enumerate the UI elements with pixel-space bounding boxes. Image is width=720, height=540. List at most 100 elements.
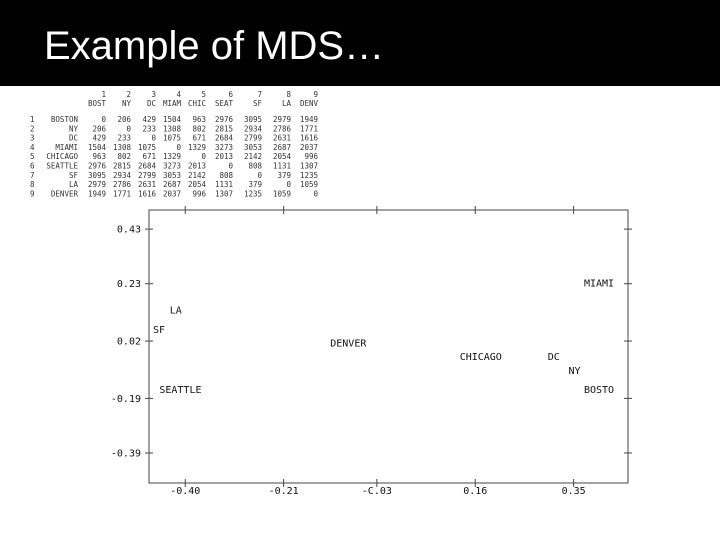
table-header-number: 3 [151, 90, 156, 99]
table-cell: 2013 [215, 152, 233, 161]
table-cell: 0 [201, 152, 206, 161]
table-cell: 1075 [138, 143, 156, 152]
table-header-code: SF [253, 99, 263, 108]
x-tick-label: 0.35 [562, 486, 586, 497]
y-tick-label: 0.23 [117, 279, 141, 290]
table-cell: 2687 [163, 180, 181, 189]
table-cell: 3053 [244, 143, 262, 152]
table-cell: 2631 [273, 134, 291, 143]
table-cell: 996 [192, 189, 206, 198]
y-tick-label: 0.43 [117, 225, 141, 236]
table-cell: 1307 [300, 162, 318, 171]
table-cell: 2815 [113, 162, 131, 171]
table-cell: 2934 [113, 171, 132, 180]
table-cell: 2976 [88, 162, 107, 171]
table-cell: 1059 [300, 180, 318, 189]
table-cell: 1235 [300, 171, 318, 180]
table-cell: 1771 [300, 124, 318, 133]
table-cell: 3095 [244, 115, 262, 124]
ticks-layer: 0.43 0.23 0.02 -0.19 -0.39 -0.40 -0.21 -C.03 0.1… [111, 206, 632, 497]
table-cell: 963 [192, 115, 206, 124]
table-cell: 233 [117, 134, 131, 143]
table-cell: 1949 [88, 189, 106, 198]
slide-title: Example of MDS… [44, 24, 385, 68]
table-cell: 1504 [88, 143, 107, 152]
table-row-number: 9 [30, 189, 35, 198]
table-cell: 1949 [300, 115, 318, 124]
table-cell: 1131 [215, 180, 233, 189]
point-label: CHICAGO [460, 352, 502, 363]
table-row-city: NY [69, 124, 79, 133]
table-cell: 1059 [273, 189, 291, 198]
table-row-number: 1 [30, 115, 35, 124]
x-tick-label: -0.40 [170, 486, 200, 497]
table-cell: 2037 [300, 143, 318, 152]
table-row-city: MIAMI [55, 143, 78, 152]
y-tick-label: 0.02 [117, 337, 141, 348]
table-cell: 808 [219, 171, 233, 180]
table-header-number: 2 [126, 90, 131, 99]
table-cell: 2684 [138, 162, 157, 171]
table-cell: 2799 [138, 171, 156, 180]
table-cell: 1504 [163, 115, 182, 124]
table-row-number: 2 [30, 124, 35, 133]
table-cell: 808 [248, 162, 262, 171]
table-cell: 233 [142, 124, 156, 133]
plot-frame [148, 209, 629, 484]
table-cell: 1235 [244, 189, 262, 198]
table-row-city: CHICAGO [46, 152, 78, 161]
x-tick-label: -0.21 [269, 486, 299, 497]
table-cell: 963 [92, 152, 106, 161]
table-cell: 429 [92, 134, 106, 143]
table-cell: 2815 [215, 124, 233, 133]
table-row-city: DENVER [51, 189, 79, 198]
table-header-number: 1 [101, 90, 106, 99]
x-tick-label: -C.03 [362, 486, 392, 497]
table-cell: 2786 [113, 180, 132, 189]
point-label: SF [153, 325, 165, 336]
table-row-number: 6 [30, 162, 35, 171]
y-tick-label: -0.19 [111, 394, 141, 405]
table-cell: 2934 [244, 124, 263, 133]
table-header-code: CHIC [188, 99, 206, 108]
points-layer: MIAMI LA SF DENVER CHICAGO DC NY BOSTO SEATTLE [153, 278, 614, 395]
table-cell: 1329 [188, 143, 206, 152]
table-cell: 0 [228, 162, 233, 171]
table-cell: 802 [192, 124, 206, 133]
table-row-city: SEATTLE [46, 162, 78, 171]
table-cell: 1616 [138, 189, 157, 198]
table-cell: 206 [117, 115, 131, 124]
table-cell: 1131 [273, 162, 291, 171]
table-cell: 1307 [215, 189, 233, 198]
table-cell: 671 [142, 152, 156, 161]
table-cell: 0 [101, 115, 106, 124]
table-cell: 0 [151, 134, 156, 143]
point-label: NY [568, 366, 580, 377]
table-cell: 2684 [215, 134, 234, 143]
point-label: SEATTLE [159, 385, 201, 396]
table-cell: 1308 [163, 124, 182, 133]
table-cell: 2142 [244, 152, 262, 161]
table-header-number: 9 [313, 90, 318, 99]
table-row-number: 8 [30, 180, 35, 189]
table-cell: 1771 [113, 189, 131, 198]
table-header-number: 4 [176, 90, 181, 99]
table-cell: 0 [126, 124, 131, 133]
table-row-city: SF [69, 171, 79, 180]
table-cell: 996 [304, 152, 318, 161]
table-cell: 3095 [88, 171, 106, 180]
table-row-number: 4 [30, 143, 35, 152]
table-cell: 3053 [163, 171, 181, 180]
table-cell: 2142 [188, 171, 206, 180]
table-cell: 1308 [113, 143, 132, 152]
table-cell: 2054 [188, 180, 207, 189]
table-header-code: LA [282, 99, 292, 108]
table-header-number: 5 [201, 90, 206, 99]
table-cell: 379 [277, 171, 291, 180]
y-tick-label: -0.39 [111, 448, 141, 459]
point-label: MIAMI [584, 278, 614, 289]
table-cell: 2979 [273, 115, 291, 124]
table-cell: 2979 [88, 180, 106, 189]
table-header-number: 6 [228, 90, 233, 99]
table-cell: 1616 [300, 134, 319, 143]
